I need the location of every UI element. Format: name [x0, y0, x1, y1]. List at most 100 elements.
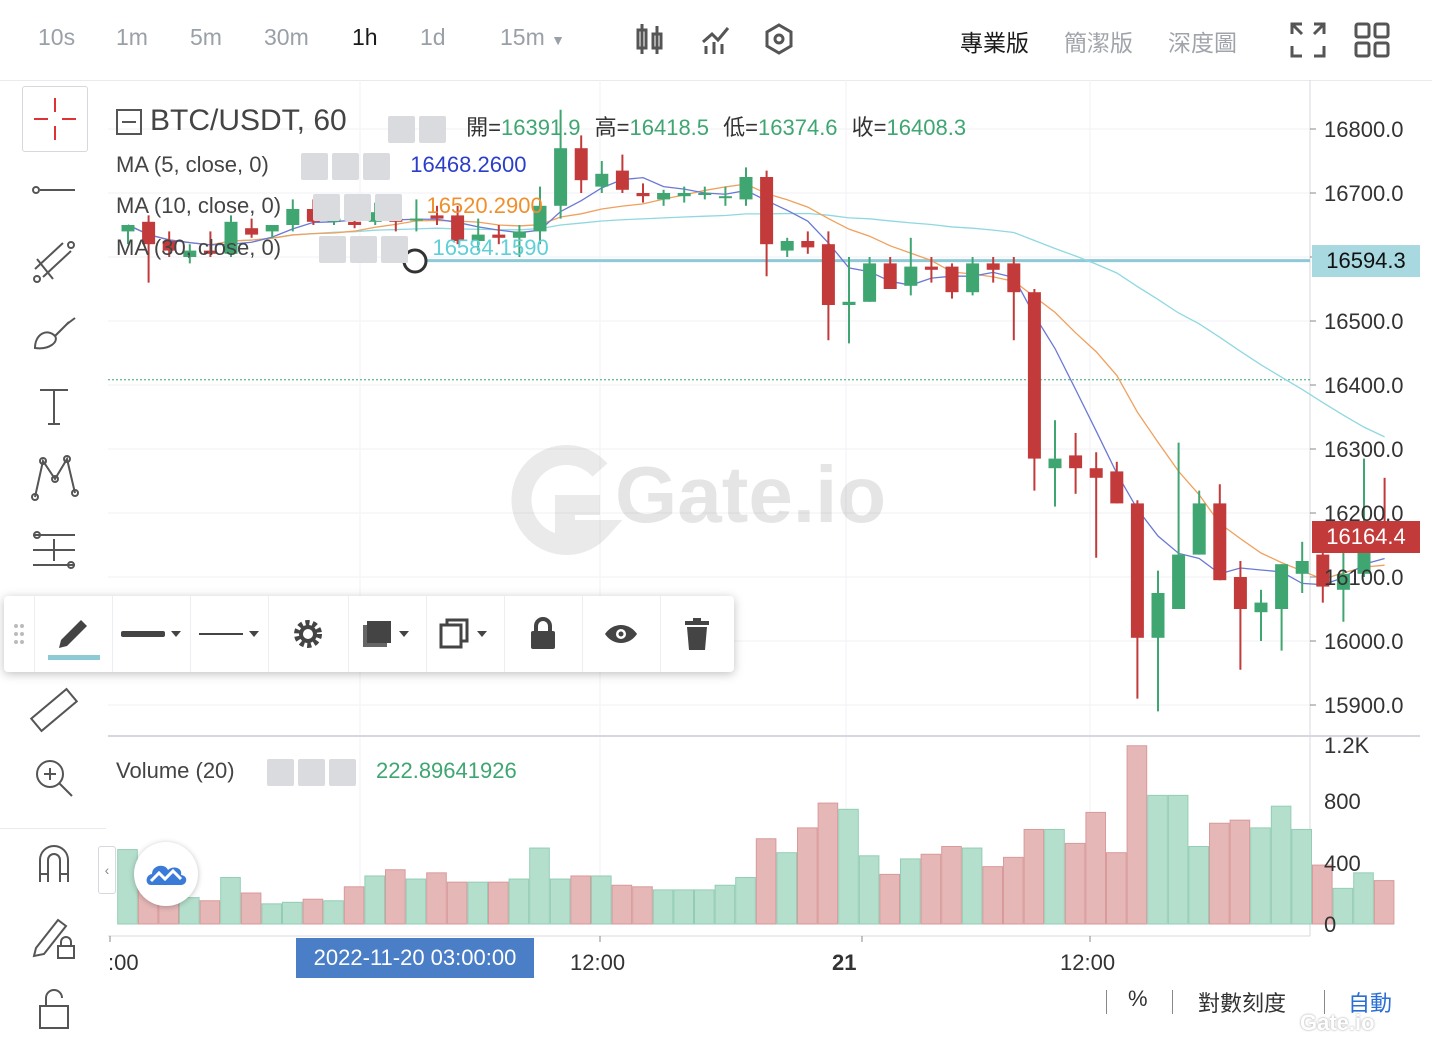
time-tick-label: :00	[108, 950, 139, 975]
fullscreen-icon[interactable]	[1290, 22, 1326, 63]
volume-bar	[694, 889, 715, 925]
volume-bar	[1167, 794, 1189, 925]
settings-button[interactable]	[268, 596, 349, 672]
unlock-tool[interactable]	[22, 976, 86, 1040]
price-tick-label: 16400.0	[1324, 373, 1404, 398]
lock-draw-tool[interactable]	[22, 904, 86, 968]
candle-body	[1048, 458, 1062, 469]
volume-bar	[1332, 887, 1354, 925]
line-price-tag: 16594.3	[1312, 245, 1420, 277]
eye-icon[interactable]	[388, 115, 415, 143]
version-pro[interactable]: 專業版	[960, 30, 1029, 56]
time-tick-label: 12:00	[1060, 950, 1115, 975]
candle-body	[615, 170, 629, 190]
line-style-dropdown[interactable]	[190, 596, 269, 672]
brush-tool[interactable]	[22, 302, 86, 366]
volume-bar	[1023, 828, 1045, 925]
interval-30m[interactable]: 30m	[264, 24, 309, 50]
volume-bar	[1373, 880, 1395, 925]
gear-icon[interactable]	[297, 758, 325, 786]
pattern-tool[interactable]	[22, 446, 86, 510]
volume-bar	[529, 847, 550, 925]
drag-handle[interactable]	[4, 596, 35, 672]
version-depth[interactable]: 深度圖	[1168, 30, 1237, 56]
volume-bar	[385, 869, 406, 925]
gear-icon[interactable]	[344, 193, 372, 221]
settings-hex-icon[interactable]	[762, 22, 796, 61]
gear-icon[interactable]	[419, 115, 446, 143]
trend-line-tool[interactable]	[22, 158, 86, 222]
close-icon[interactable]	[381, 235, 409, 263]
ma5-label: MA (5, close, 0)	[116, 152, 269, 177]
interval-1m[interactable]: 1m	[116, 24, 148, 50]
interval-5m[interactable]: 5m	[190, 24, 222, 50]
auto-scale-button[interactable]: 自動	[1348, 991, 1393, 1016]
price-tick-label: 16100.0	[1324, 565, 1404, 590]
line-icon	[32, 186, 75, 194]
interval-15m-dropdown[interactable]: 15m ▼	[500, 24, 565, 51]
volume-bar	[673, 889, 695, 925]
interval-10s[interactable]: 10s	[38, 24, 76, 50]
interval-1h[interactable]: 1h	[352, 24, 378, 50]
candle-body	[821, 244, 835, 305]
close-icon[interactable]	[328, 758, 356, 786]
delete-button[interactable]	[660, 596, 734, 672]
line-width-dropdown[interactable]	[112, 596, 191, 672]
close-icon[interactable]	[363, 152, 391, 180]
ruler-tool[interactable]	[22, 678, 86, 742]
candle-body	[492, 234, 506, 238]
gear-icon[interactable]	[332, 152, 360, 180]
crosshair-tool[interactable]	[22, 86, 88, 152]
close-icon[interactable]	[375, 193, 403, 221]
measure-icon	[33, 531, 75, 569]
zoom-tool[interactable]	[22, 746, 86, 810]
visibility-button[interactable]	[582, 596, 661, 672]
collapse-icon[interactable]	[116, 109, 142, 136]
corner-logo: Gate.io	[1300, 1010, 1375, 1036]
eye-icon[interactable]	[266, 758, 294, 786]
ruler-icon	[29, 687, 79, 733]
candle-body	[224, 221, 238, 254]
price-lines	[108, 259, 1310, 381]
candle-body	[203, 250, 217, 254]
candlestick-icon[interactable]	[634, 22, 666, 61]
time-tick-label: 12:00	[570, 950, 625, 975]
version-simple[interactable]: 簡潔版	[1064, 30, 1133, 56]
candle-body	[1192, 503, 1206, 555]
percent-scale-button[interactable]: %	[1128, 986, 1148, 1011]
toolbar-divider	[0, 828, 106, 829]
grid-layout-icon[interactable]	[1354, 22, 1390, 63]
low-label: 低=	[723, 115, 759, 140]
pencil-color-button[interactable]	[34, 596, 113, 672]
lock-button[interactable]	[504, 596, 583, 672]
text-tool[interactable]	[22, 374, 86, 438]
gear-icon[interactable]	[350, 235, 378, 263]
indicators-icon[interactable]	[700, 22, 732, 61]
volume-bar	[1209, 822, 1230, 925]
volume-bar	[1064, 842, 1086, 925]
line-style-icon	[199, 631, 259, 637]
eye-icon[interactable]	[313, 193, 341, 221]
lock-icon	[531, 617, 555, 649]
eye-icon[interactable]	[319, 235, 347, 263]
price-tick-label: 16500.0	[1324, 309, 1404, 334]
fib-tool[interactable]	[22, 230, 86, 294]
chart-logo-button[interactable]	[134, 842, 198, 906]
volume-value: 222.89641926	[376, 758, 517, 783]
volume-bar	[220, 877, 241, 925]
volume-bar	[776, 852, 798, 925]
volume-bar	[632, 886, 653, 925]
eye-icon[interactable]	[301, 152, 329, 180]
volume-bar	[1312, 864, 1333, 925]
measure-tool[interactable]	[22, 518, 86, 582]
layer-dropdown[interactable]	[348, 596, 427, 672]
volume-tick-label: 0	[1324, 912, 1336, 937]
log-scale-button[interactable]: 對數刻度	[1198, 991, 1287, 1016]
interval-1d[interactable]: 1d	[420, 24, 446, 50]
brush-icon	[33, 317, 76, 350]
magnet-tool[interactable]	[22, 832, 86, 896]
volume-bar	[323, 900, 344, 925]
collapse-panel-toggle[interactable]: ‹	[98, 846, 116, 894]
candle-body	[1295, 561, 1309, 574]
clone-dropdown[interactable]	[426, 596, 505, 672]
